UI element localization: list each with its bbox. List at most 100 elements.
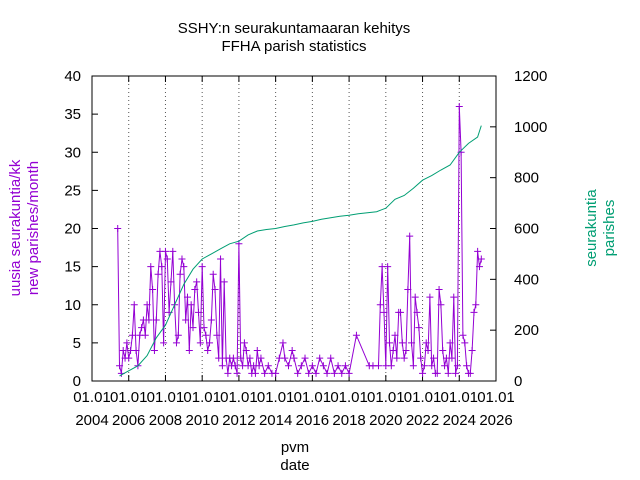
data-point-marker: [316, 354, 324, 362]
y-left-tick-marks: 0 5 10 15 20 25 30 35 40: [64, 68, 98, 390]
data-point-marker: [409, 362, 417, 370]
data-point-marker: [323, 369, 331, 377]
data-point-marker: [154, 270, 162, 278]
data-point-marker: [345, 369, 353, 377]
x-tick-label: 01.01: [440, 389, 478, 406]
data-point-marker: [455, 103, 463, 110]
data-point-marker: [398, 339, 406, 347]
data-point-marker: [198, 263, 206, 271]
data-point-marker: [272, 369, 280, 377]
data-point-marker: [150, 347, 158, 354]
data-point-marker: [169, 247, 177, 255]
x-tick-label: 2010: [185, 412, 218, 429]
data-point-marker: [145, 316, 153, 324]
data-point-marker: [189, 324, 197, 332]
x-tick-label: 01.01: [330, 389, 368, 406]
y-left-tick-label: 15: [64, 259, 81, 276]
x-tick-label: 01.01: [367, 389, 405, 406]
x-tick-label: 01.01: [477, 389, 515, 406]
data-point-marker: [424, 347, 432, 354]
data-point-marker: [167, 278, 175, 286]
chart-title: SSHY:n seurakuntamaaran kehitys: [178, 20, 411, 37]
data-point-marker: [125, 354, 133, 362]
data-point-marker: [470, 308, 478, 316]
data-point-marker: [474, 247, 482, 255]
data-point-marker: [160, 339, 168, 347]
y-left-tick-label: 30: [64, 144, 81, 161]
x-tick-label: 2012: [222, 412, 255, 429]
data-point-marker: [415, 324, 423, 332]
data-point-marker: [406, 232, 414, 240]
data-point-marker: [312, 369, 320, 377]
data-point-marker: [419, 369, 427, 377]
chart-subtitle: FFHA parish statistics: [221, 38, 366, 55]
data-point-marker: [437, 301, 445, 309]
data-point-marker: [213, 331, 221, 339]
data-point-marker: [141, 331, 149, 339]
data-point-marker: [461, 339, 469, 347]
series-line: [119, 125, 482, 377]
data-point-marker: [138, 324, 146, 332]
data-point-marker: [352, 331, 360, 339]
data-point-marker: [384, 263, 392, 271]
data-point-marker: [211, 286, 219, 293]
data-point-marker: [253, 347, 261, 354]
data-point-marker: [385, 339, 393, 347]
data-point-marker: [143, 301, 151, 309]
data-point-marker: [376, 301, 384, 309]
x-tick-label: 01.01: [294, 389, 332, 406]
data-point-marker: [422, 339, 430, 347]
data-point-marker: [341, 362, 349, 370]
y-left-axis-label-line1: uusia seurakuntia/kk: [7, 159, 24, 296]
data-point-marker: [297, 362, 305, 370]
x-tick-label: 01.01: [183, 389, 221, 406]
data-point-marker: [207, 316, 215, 324]
x-tick-label: 2026: [479, 412, 512, 429]
data-point-marker: [435, 286, 443, 293]
x-tick-label: 2020: [369, 412, 402, 429]
data-point-marker: [374, 362, 382, 370]
data-point-marker: [116, 362, 124, 370]
data-point-marker: [261, 369, 269, 377]
data-point-marker: [319, 362, 327, 370]
data-point-marker: [404, 286, 412, 293]
data-point-marker: [441, 362, 449, 370]
data-point-marker: [408, 339, 416, 347]
data-point-marker: [477, 255, 485, 263]
data-point-marker: [229, 354, 237, 362]
data-point-marker: [119, 347, 127, 354]
data-point-marker: [305, 369, 313, 377]
data-point-marker: [308, 362, 316, 370]
x-tick-label: 01.01: [73, 389, 111, 406]
data-point-marker: [426, 293, 434, 301]
data-point-marker: [193, 278, 201, 286]
data-point-marker: [132, 347, 140, 354]
data-point-marker: [174, 331, 182, 339]
plot-frame: [91, 75, 497, 382]
x-axis-label-line2: date: [280, 457, 309, 474]
data-point-marker: [290, 354, 298, 362]
y-left-tick-label: 5: [73, 335, 81, 352]
data-point-marker: [240, 339, 248, 347]
data-point-marker: [163, 255, 171, 263]
data-point-marker: [466, 369, 474, 377]
data-point-marker: [185, 347, 193, 354]
data-point-marker: [178, 255, 186, 263]
y-left-tick-label: 10: [64, 297, 81, 314]
data-point-marker: [264, 362, 272, 370]
data-point-marker: [380, 308, 388, 316]
data-point-marker: [391, 331, 399, 339]
data-point-marker: [172, 339, 180, 347]
y-right-tick-label: 1000: [514, 119, 547, 136]
data-point-marker: [417, 354, 425, 362]
data-point-marker: [430, 354, 438, 362]
series-total-parishes: [119, 125, 482, 377]
data-point-marker: [281, 354, 289, 362]
data-point-marker: [420, 362, 428, 370]
data-point-marker: [206, 339, 214, 347]
data-point-marker: [130, 301, 138, 309]
x-tick-label: 01.01: [404, 389, 442, 406]
data-point-marker: [453, 362, 461, 370]
data-point-marker: [279, 339, 287, 347]
